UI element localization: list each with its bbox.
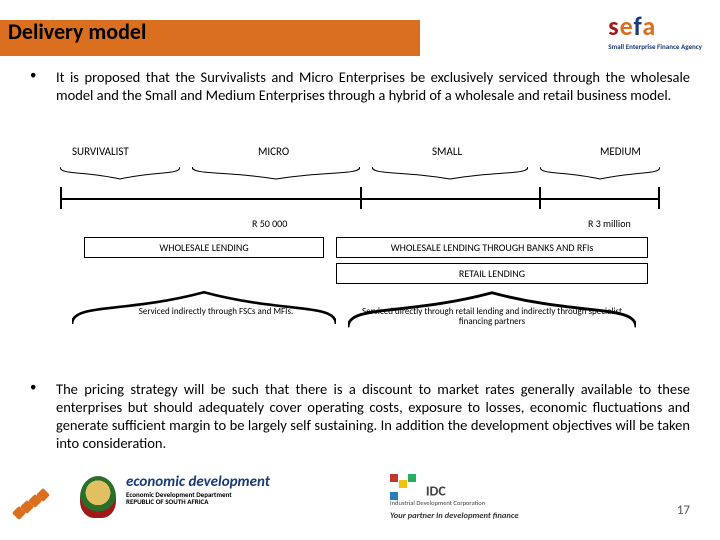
idc-subtitle: Industrial Development Corporation [390, 500, 519, 508]
idc-color-swatch [390, 492, 398, 500]
brace-up [192, 165, 360, 181]
horizontal-axis [60, 187, 660, 209]
footer-logos: economic development Economic Developmen… [60, 472, 660, 522]
category-label: MICRO [258, 145, 289, 158]
idc-color-swatch [390, 474, 398, 482]
category-labels-row: SURVIVALIST MICRO SMALL MEDIUM [60, 145, 660, 165]
idc-name: IDC [426, 482, 446, 499]
delivery-model-diagram: SURVIVALIST MICRO SMALL MEDIUM R 50 000 R 3 … [60, 145, 660, 365]
bullet-dot-icon: • [30, 380, 56, 395]
diagram-caption: Serviced indirectly through FSCs and MFI… [96, 307, 336, 317]
sefa-logo-text: sefa [608, 10, 702, 42]
econ-dev-title: economic development [126, 474, 270, 491]
brace-up [372, 165, 528, 181]
axis-tick [360, 187, 362, 209]
brace-down [72, 287, 336, 303]
corner-decoration [8, 486, 58, 526]
value-marker: R 50 000 [252, 217, 287, 230]
idc-swatches [390, 474, 424, 490]
idc-color-swatch [399, 480, 407, 488]
lending-box: WHOLESALE LENDING [84, 237, 324, 258]
idc-color-swatch [408, 474, 416, 482]
lending-box: RETAIL LENDING [336, 263, 648, 284]
logo-letter-a: a [642, 10, 656, 42]
logo-letter-e: e [620, 10, 634, 42]
value-marker: R 3 million [588, 217, 631, 230]
coat-of-arms-icon [80, 476, 116, 518]
bullet-1: • It is proposed that the Survivalists a… [30, 68, 690, 104]
sefa-logo: sefa Small Enterprise Finance Agency [608, 10, 702, 51]
brace-down [348, 287, 636, 303]
idc-tagline: Your partner in development finance [390, 511, 519, 521]
bullet-2: • The pricing strategy will be such that… [30, 380, 690, 453]
diagram-caption: Serviced directly through retail lending… [348, 307, 636, 328]
brace-up [540, 165, 660, 181]
category-label: MEDIUM [600, 145, 641, 158]
economic-development-logo: economic development Economic Developmen… [126, 474, 270, 506]
logo-letter-s: s [608, 10, 619, 42]
brace-up [60, 165, 180, 181]
category-label: SMALL [432, 145, 462, 158]
idc-logo-row: IDC [390, 474, 519, 500]
bullet-dot-icon: • [30, 68, 56, 83]
econ-dev-line2: REPUBLIC OF SOUTH AFRICA [126, 498, 270, 506]
page-title: Delivery model [8, 18, 146, 45]
bullet-2-text: The pricing strategy will be such that t… [56, 380, 690, 453]
sefa-logo-subtitle: Small Enterprise Finance Agency [608, 42, 702, 51]
category-label: SURVIVALIST [72, 145, 129, 158]
axis-tick [539, 187, 541, 209]
lending-box: WHOLESALE LENDING THROUGH BANKS AND RFIs [336, 237, 648, 258]
page-number: 17 [677, 503, 690, 518]
idc-logo: IDC Industrial Development Corporation Y… [390, 474, 519, 521]
bullet-1-text: It is proposed that the Survivalists and… [56, 68, 690, 104]
